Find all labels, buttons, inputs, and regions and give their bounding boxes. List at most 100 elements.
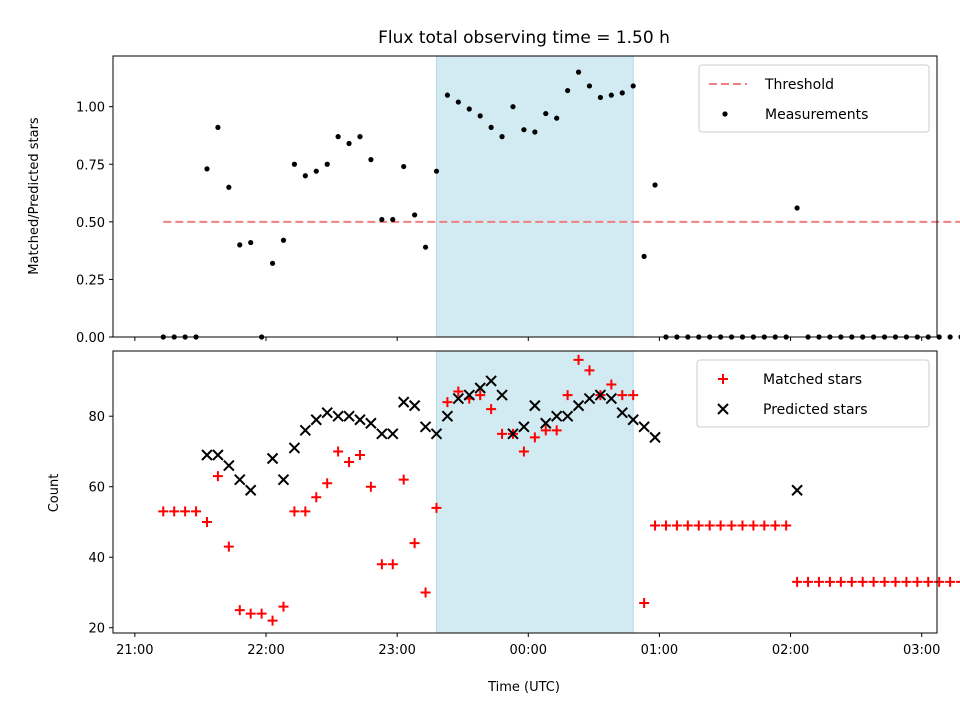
measurement-point [237,242,243,248]
matched-star-marker [354,449,365,460]
measurement-point [641,253,647,259]
legend: Matched stars Predicted stars [696,359,930,428]
matched-star-marker [201,516,212,527]
y-tick-label: 80 [88,410,105,425]
measurement-point [335,134,341,140]
matched-star-marker [813,576,824,587]
matched-star-marker [660,520,671,531]
matched-star-marker [715,520,726,531]
measurement-point [280,237,287,243]
legend-predicted-swatch [717,403,729,415]
matched-star-marker [912,576,923,587]
x-tick-label: 02:00 [772,643,809,658]
matched-star-marker [365,481,376,492]
predicted-star-marker [376,428,388,440]
measurement-point [543,110,549,117]
matched-star-marker [278,601,289,612]
x-tick-label: 00:00 [510,643,547,658]
matched-star-marker [639,598,650,609]
matched-star-marker [956,580,960,583]
matched-star-marker [223,541,234,552]
predicted-star-marker [430,428,443,440]
predicted-star-marker [616,406,628,419]
series-measurements [160,69,960,340]
legend-label: Predicted stars [763,402,868,418]
y-tick-label: 1.00 [76,101,105,116]
legend-label: Threshold [764,77,834,93]
series-matched-stars [158,354,960,626]
measurement-point [379,216,385,223]
plot-frame [112,55,938,338]
series-predicted-stars [201,375,803,496]
predicted-star-marker [507,428,519,440]
measurement-point [597,94,604,101]
matched-star-marker [398,474,409,485]
matched-star-marker [387,559,398,570]
predicted-star-marker [212,449,224,461]
matched-star-marker [934,576,945,587]
matched-star-marker [551,425,562,436]
measurement-point [248,239,254,246]
matched-star-marker [376,559,387,570]
chart-title: Flux total observing time = 1.50 h [378,28,670,48]
y-tick-label: 0.50 [76,216,105,231]
y-tick-label: 20 [88,622,105,637]
matched-star-marker [606,379,617,390]
counts-panel: 20 40 60 80 21:00 22:00 23:00 00:00 01:00 02:00 03… [88,350,960,658]
matched-star-marker [682,520,693,531]
matched-star-marker [824,576,835,587]
predicted-star-marker [288,442,301,454]
predicted-star-marker [277,473,290,486]
measurement-point [390,216,396,223]
legend-label: Measurements [765,107,868,123]
measurement-point [215,124,221,131]
predicted-star-marker [638,421,650,433]
measurement-point [291,161,298,167]
predicted-star-marker [561,410,574,422]
predicted-star-marker [550,410,563,422]
y-tick-label: 0.75 [76,158,105,173]
matched-star-marker [311,492,322,503]
matched-star-marker [857,576,868,587]
y-tick-label: 40 [88,551,105,566]
y-tick-label: 0.00 [76,331,105,346]
predicted-star-marker [299,424,312,437]
legend-matched-swatch [718,374,728,384]
x-tick-label: 22:00 [247,643,284,658]
matched-star-marker [344,457,355,468]
predicted-star-marker [419,421,432,433]
legend: Threshold Measurements [698,64,930,133]
matched-star-marker [879,576,890,587]
matched-star-marker [486,404,497,415]
x-tick-label: 01:00 [641,643,678,658]
measurement-point [608,92,614,98]
matched-star-marker [617,390,628,401]
x-axis-label: Time (UTC) [487,680,560,695]
matched-star-marker [212,471,223,482]
matched-star-marker [431,502,442,513]
predicted-star-marker [332,410,344,422]
x-tick-label: 23:00 [378,643,415,658]
matched-star-marker [234,605,245,616]
predicted-star-marker [496,389,508,401]
plot-frame [112,350,938,634]
matched-star-marker [781,520,792,531]
matched-star-marker [671,520,682,531]
matched-star-marker [726,520,737,531]
predicted-star-marker [529,399,541,412]
measurement-point [346,140,352,147]
matched-star-marker [650,520,661,531]
predicted-star-marker [463,389,475,401]
predicted-star-marker [572,399,585,412]
matched-star-marker [923,576,934,587]
measurement-point [422,244,429,250]
matched-star-marker [453,386,464,397]
measurement-point [619,90,625,96]
measurement-point [204,166,210,172]
measurement-point [499,134,505,140]
measurement-point [455,99,461,105]
x-tick-label: 03:00 [903,643,940,658]
predicted-star-marker [201,449,213,461]
measurement-point [412,212,418,218]
